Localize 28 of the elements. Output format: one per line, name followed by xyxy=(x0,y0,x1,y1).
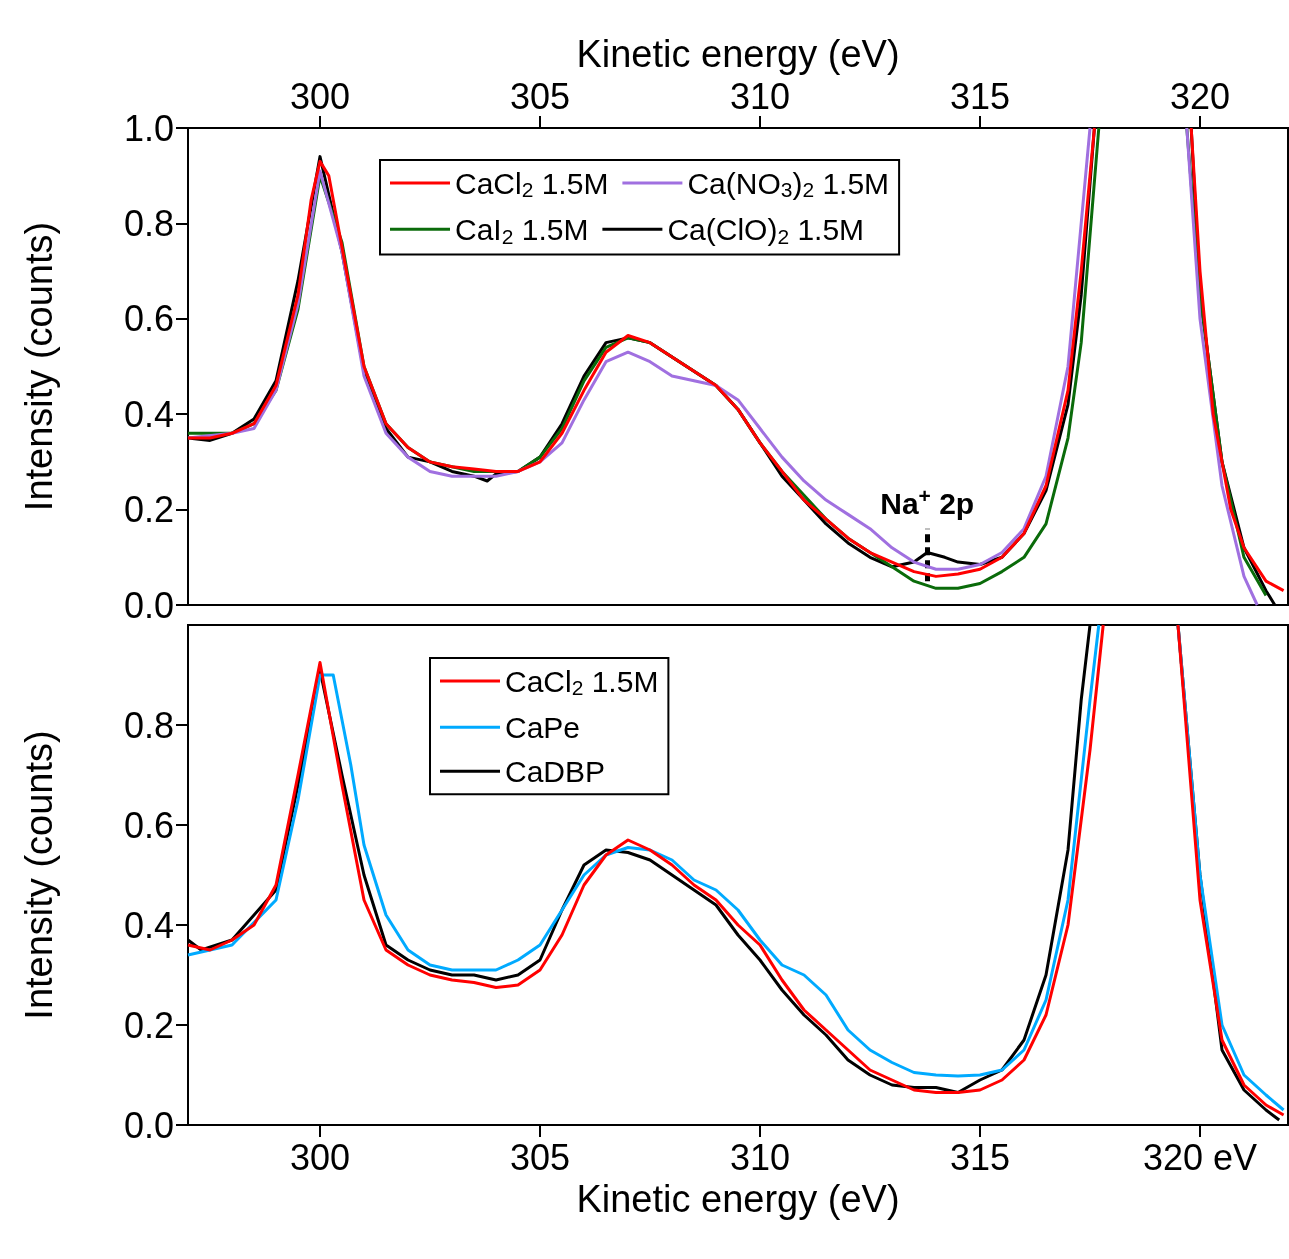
x-tick-label: 315 xyxy=(949,1136,1011,1178)
y-tick-label: 0.0 xyxy=(123,1104,174,1146)
y-tick-label: 0.8 xyxy=(123,704,174,746)
legend-label: CaDBP xyxy=(505,754,606,788)
y-tick-label: 0.2 xyxy=(123,489,174,531)
y-tick-label: 0.6 xyxy=(123,804,174,846)
x-tick-label: 320 eV xyxy=(1142,1136,1258,1178)
y-tick-label: 0.0 xyxy=(123,584,174,626)
y-tick-label: 0.4 xyxy=(123,904,174,946)
y-tick-label: 0.6 xyxy=(123,298,174,340)
y-tick-label: 0.4 xyxy=(123,393,174,435)
y-tick-label: 0.8 xyxy=(123,202,174,244)
y-tick-label: 0.2 xyxy=(123,1004,174,1046)
legend-label: CaPe xyxy=(505,710,581,744)
x-tick-label: 315 xyxy=(949,75,1011,117)
x-axis-title: Kinetic energy (eV) xyxy=(576,1177,900,1220)
x-tick-label: 305 xyxy=(509,75,571,117)
x-tick-label: 300 xyxy=(289,75,351,117)
annotation: Na+ 2p xyxy=(880,484,975,521)
x-tick-label: 300 xyxy=(289,1136,351,1178)
y-axis-title: Intensity (counts) xyxy=(18,221,60,512)
x-tick-label: 320 xyxy=(1169,75,1231,117)
x-axis-title: Kinetic energy (eV) xyxy=(576,33,900,76)
y-axis-title: Intensity (counts) xyxy=(18,730,60,1020)
x-tick-label: 305 xyxy=(509,1136,571,1178)
x-tick-label: 310 xyxy=(729,1136,791,1178)
x-tick-label: 310 xyxy=(729,75,791,117)
y-tick-label: 1.0 xyxy=(123,107,174,149)
